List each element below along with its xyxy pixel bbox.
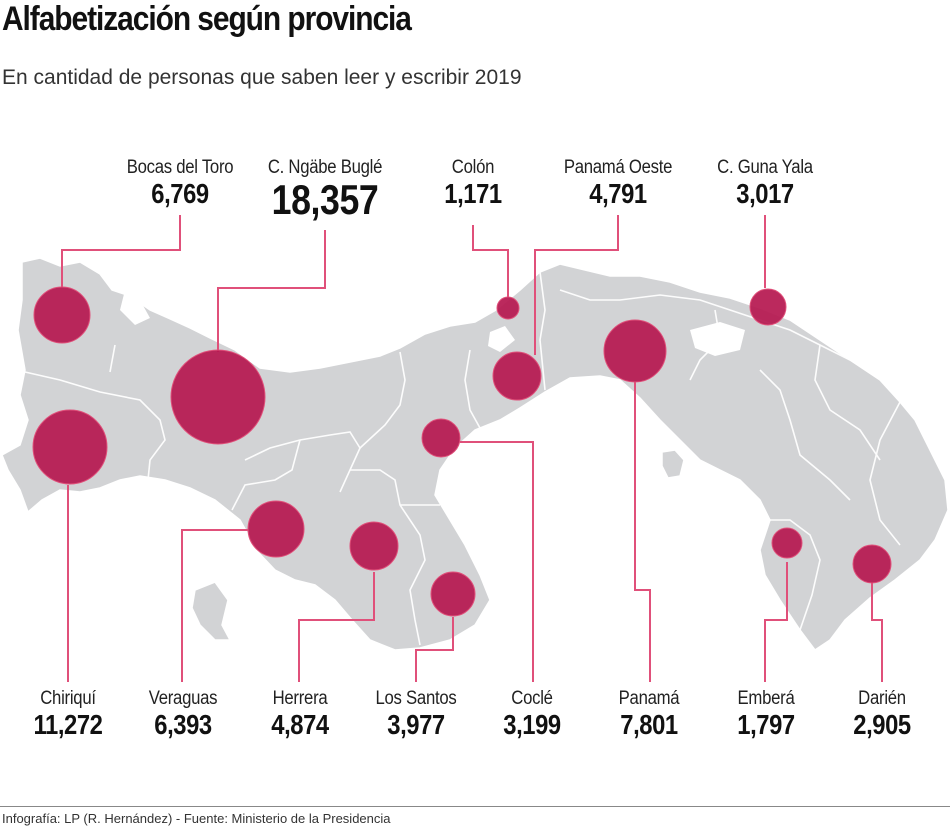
province-name: Bocas del Toro — [126, 157, 234, 178]
label-panama: Panamá 7,801 — [615, 688, 684, 740]
bubble-herrera — [349, 521, 399, 571]
bubble-panama — [603, 319, 667, 383]
province-name: C. Ngäbe Buglé — [267, 157, 383, 178]
leader-panama — [634, 382, 651, 682]
province-value: 11,272 — [33, 709, 103, 740]
label-embera: Emberá 1,797 — [732, 688, 800, 740]
province-value: 7,801 — [620, 709, 678, 740]
province-value: 1,797 — [737, 709, 795, 740]
label-guna-yala: C. Guna Yala 3,017 — [711, 157, 820, 209]
province-name: Panamá — [618, 688, 680, 709]
label-cocle: Coclé 3,199 — [498, 688, 566, 740]
province-value: 6,393 — [154, 709, 212, 740]
leader-embera — [764, 562, 788, 682]
province-name: Panamá Oeste — [563, 157, 673, 178]
leader-darien — [871, 582, 883, 682]
label-ngabe-bugle: C. Ngäbe Buglé 18,357 — [260, 157, 390, 221]
province-name: Coclé — [511, 688, 553, 709]
bubble-los-santos — [430, 571, 476, 617]
province-name: Los Santos — [375, 688, 457, 709]
bubble-embera — [771, 527, 803, 559]
leader-colon — [472, 225, 509, 298]
province-value: 2,905 — [853, 709, 911, 740]
leader-bocas-del-toro — [61, 215, 181, 288]
province-value: 3,199 — [503, 709, 561, 740]
province-value: 3,977 — [387, 709, 445, 740]
label-panama-oeste: Panamá Oeste 4,791 — [556, 157, 679, 209]
leader-lines — [61, 215, 883, 682]
footer-divider — [0, 806, 950, 807]
province-name: Darién — [858, 688, 906, 709]
province-name: Herrera — [272, 688, 328, 709]
bubble-cocle — [421, 418, 461, 458]
bubble-chiriqui — [32, 409, 108, 485]
bubble-ngabe-bugle — [170, 349, 266, 445]
page-title: Alfabetización según provincia — [2, 0, 412, 38]
province-value: 1,171 — [444, 178, 502, 209]
water-bodies — [120, 290, 745, 356]
label-darien: Darién 2,905 — [848, 688, 916, 740]
province-name: Veraguas — [148, 688, 218, 709]
province-name: Chiriquí — [40, 688, 96, 709]
leader-ngabe-bugle — [217, 230, 326, 352]
province-name: C. Guna Yala — [717, 157, 813, 178]
page-subtitle: En cantidad de personas que saben leer y… — [2, 66, 522, 89]
bubble-bocas-del-toro — [33, 286, 91, 344]
label-chiriqui: Chiriquí 11,272 — [27, 688, 108, 740]
province-value: 4,874 — [271, 709, 329, 740]
province-value: 18,357 — [271, 176, 379, 223]
bubble-colon — [496, 296, 520, 320]
bubble-guna-yala — [749, 288, 787, 326]
bubble-veraguas — [247, 500, 305, 558]
province-name: Colón — [451, 157, 495, 178]
province-value: 6,769 — [151, 178, 209, 209]
bubble-darien — [852, 544, 892, 584]
province-value: 4,791 — [589, 178, 647, 209]
province-name: Emberá — [737, 688, 795, 709]
leader-los-santos — [415, 617, 454, 682]
leader-herrera — [298, 572, 375, 682]
province-value: 3,017 — [736, 178, 794, 209]
label-los-santos: Los Santos 3,977 — [370, 688, 462, 740]
leader-cocle — [460, 441, 534, 682]
bubbles — [32, 286, 892, 617]
panama-map — [1, 215, 949, 682]
label-colon: Colón 1,171 — [439, 157, 507, 209]
footer-credit: Infografía: LP (R. Hernández) - Fuente: … — [2, 811, 391, 826]
bubble-panama-oeste — [492, 351, 542, 401]
leader-veraguas — [181, 529, 248, 682]
leader-panama-oeste — [534, 215, 619, 355]
label-veraguas: Veraguas 6,393 — [144, 688, 222, 740]
label-herrera: Herrera 4,874 — [266, 688, 334, 740]
label-bocas-del-toro: Bocas del Toro 6,769 — [119, 157, 240, 209]
